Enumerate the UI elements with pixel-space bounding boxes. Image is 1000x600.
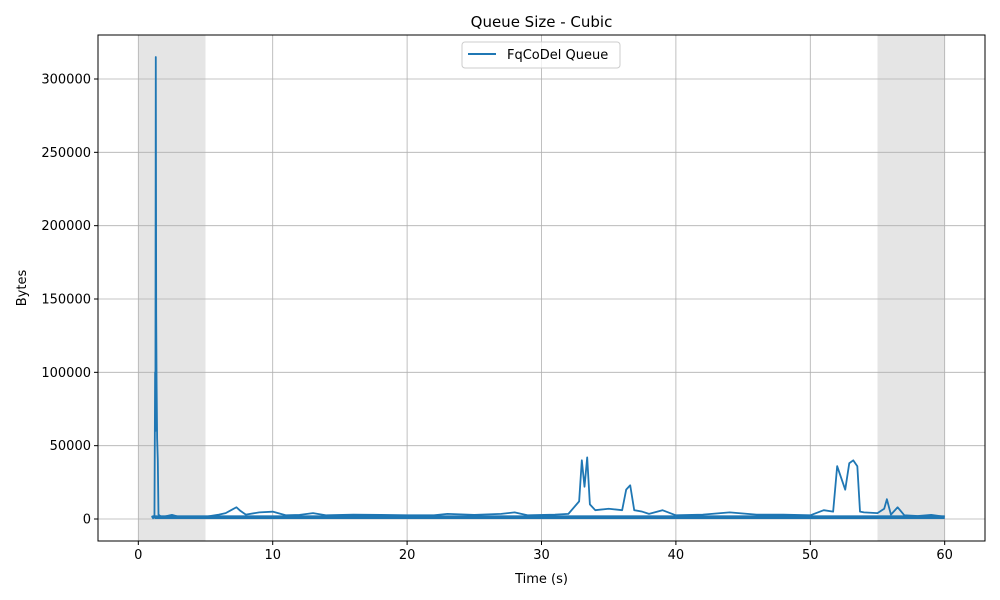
x-tick-label: 10 (264, 548, 281, 563)
chart-title: Queue Size - Cubic (471, 13, 613, 31)
shaded-region-1 (138, 35, 206, 541)
x-axis-title: Time (s) (514, 572, 568, 587)
x-tick-label: 40 (668, 548, 685, 563)
x-tick-label: 0 (134, 548, 142, 563)
legend-label-fqcodel-queue: FqCoDel Queue (507, 48, 608, 63)
y-tick-label: 100000 (41, 366, 91, 381)
series-layer (150, 56, 945, 520)
y-tick-label: 300000 (41, 73, 91, 88)
y-tick-label: 0 (83, 513, 91, 528)
legend-box (461, 41, 621, 69)
x-tick-label: 20 (399, 548, 416, 563)
shaded-regions (138, 35, 945, 541)
x-tick-label: 30 (533, 548, 550, 563)
axis-ticks: 0 10 20 30 40 50 60 0 50000 100000 150000 200000 250… (41, 73, 953, 564)
y-tick-label: 150000 (41, 293, 91, 308)
series-baseline-band (154, 515, 945, 519)
y-tick-label: 250000 (41, 146, 91, 161)
legend: FqCoDel Queue (461, 41, 621, 69)
x-tick-label: 50 (802, 548, 819, 563)
y-axis-title: Bytes (15, 270, 30, 307)
shaded-region-2 (877, 35, 945, 541)
y-tick-label: 200000 (41, 219, 91, 234)
x-tick-label: 60 (936, 548, 953, 563)
y-tick-label: 50000 (50, 439, 91, 454)
